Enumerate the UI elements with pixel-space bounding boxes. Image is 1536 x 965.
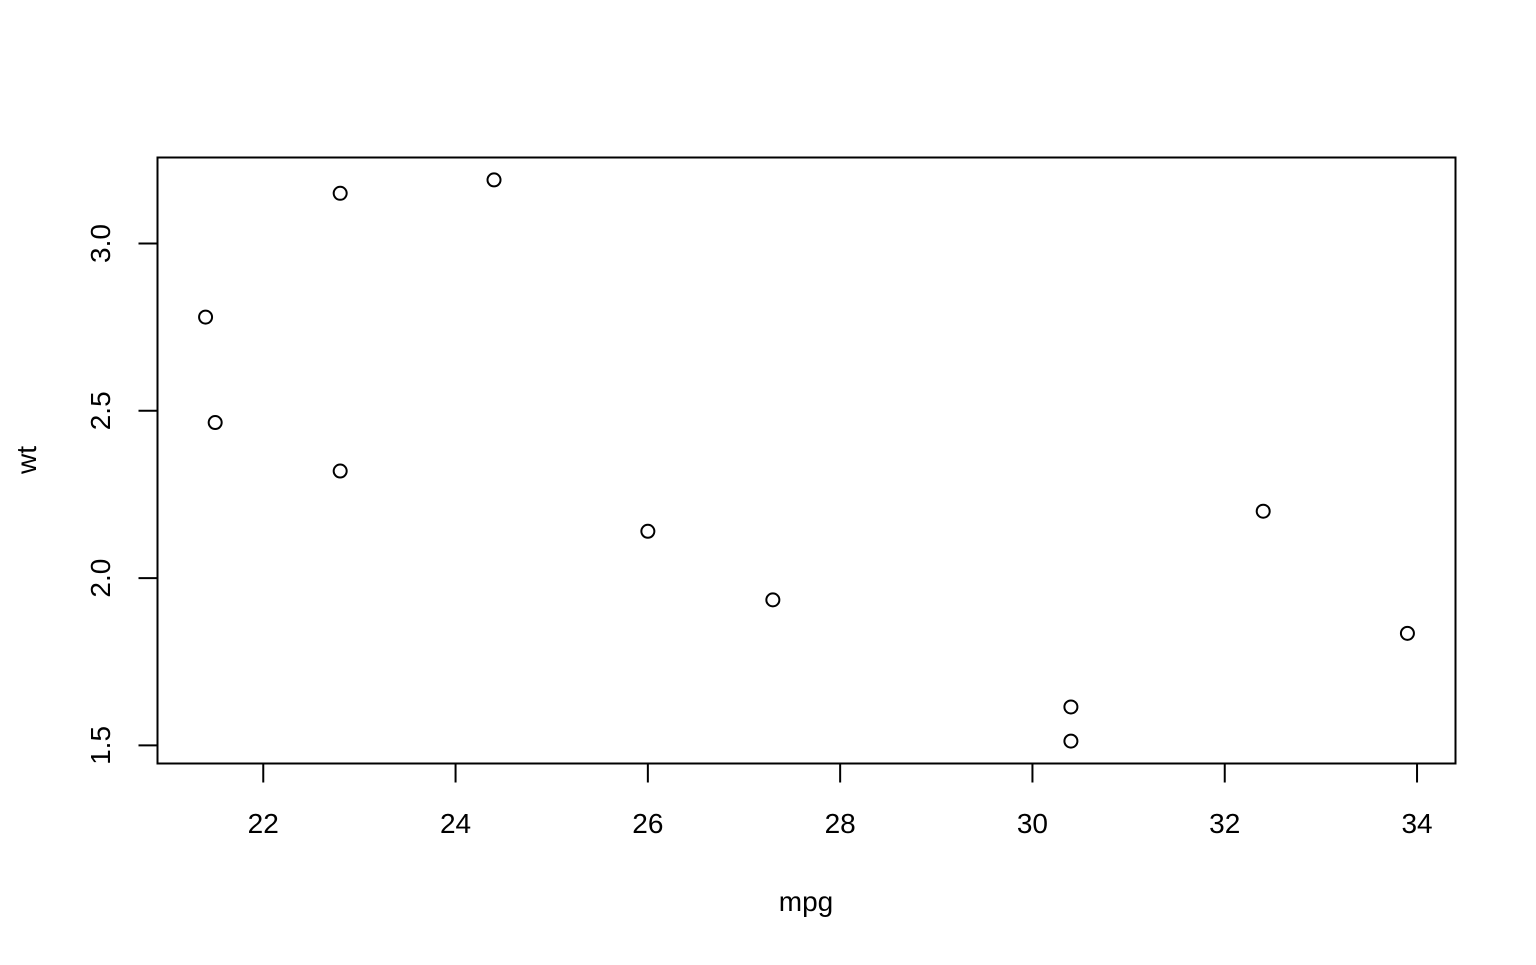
y-axis-label: wt [11, 446, 42, 475]
y-tick-label: 3.0 [85, 224, 116, 263]
x-tick-label: 32 [1209, 808, 1240, 839]
y-tick-label: 1.5 [85, 726, 116, 765]
x-tick-label: 22 [248, 808, 279, 839]
x-tick-label: 34 [1401, 808, 1432, 839]
x-axis: 22 24 26 28 30 32 34 [248, 762, 1433, 839]
data-point [207, 415, 223, 431]
y-axis: 1.5 2.0 2.5 3.0 [85, 224, 159, 765]
data-point [765, 592, 781, 608]
points [198, 172, 1415, 749]
x-tick-label: 26 [632, 808, 663, 839]
data-point [332, 463, 348, 479]
y-tick-label: 2.0 [85, 559, 116, 598]
x-axis-label: mpg [779, 886, 833, 917]
plot-box [156, 156, 1457, 765]
data-point [332, 185, 348, 201]
data-point [1399, 625, 1415, 641]
data-point [198, 309, 214, 325]
y-tick-label: 2.5 [85, 391, 116, 430]
data-point [1255, 503, 1271, 519]
data-point [1063, 733, 1079, 749]
data-point [486, 172, 502, 188]
data-point [1063, 699, 1079, 715]
x-tick-label: 30 [1017, 808, 1048, 839]
data-point [640, 523, 656, 539]
x-tick-label: 24 [440, 808, 471, 839]
x-tick-label: 28 [825, 808, 856, 839]
